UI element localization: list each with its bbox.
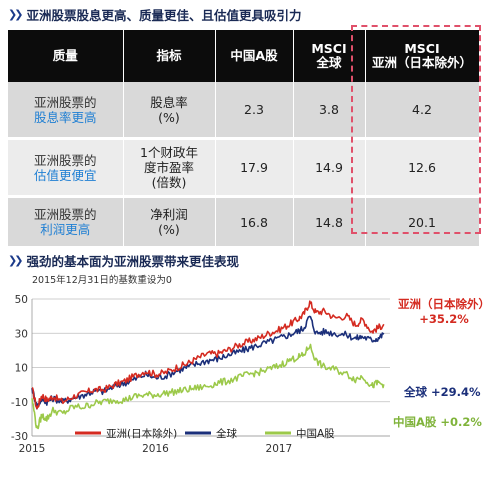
msci-asia-cell: 4.2 — [365, 82, 480, 140]
header-quality: 质量 — [8, 30, 124, 82]
legend-label: 中国A股 — [296, 427, 335, 440]
chart-title-text: 强劲的基本面为亚洲股票带来更佳表现 — [26, 254, 239, 269]
chart-note: 2015年12月31日的基数重设为0 — [32, 275, 172, 286]
china-a-cell: 2.3 — [215, 82, 294, 140]
legend-label: 亚洲(日本除外) — [106, 427, 177, 440]
quality-cell: 亚洲股票的 估值更便宜 — [8, 138, 124, 198]
world-end-label: 全球 +29.4% — [404, 385, 481, 399]
chevron-right-icon: ❯❯ — [8, 8, 24, 21]
comparison-table: 质量 指标 中国A股 MSCI 全球 MSCI 亚洲（日本除外） 亚洲股票的 股息… — [8, 30, 480, 249]
table-row: 亚洲股票的 估值更便宜 1个财政年 度市盈率 (倍数) 17.9 14.9 12.… — [8, 138, 480, 198]
chart-title: ❯❯ 强劲的基本面为亚洲股票带来更佳表现 — [8, 251, 239, 270]
x-tick-label: 2015 — [19, 443, 46, 455]
y-tick-label: -10 — [11, 397, 28, 409]
metric-cell: 净利润 (%) — [123, 196, 216, 249]
y-tick-label: 10 — [15, 363, 28, 375]
series-line-2 — [31, 343, 385, 430]
chevron-right-icon: ❯❯ — [8, 254, 24, 267]
asia-end-label: 亚洲（日本除外） +35.2% — [398, 297, 490, 326]
msci-world-cell: 14.8 — [293, 196, 366, 249]
y-tick-label: -30 — [11, 431, 28, 443]
table-title-text: 亚洲股票股息更高、质量更佳、且估值更具吸引力 — [26, 8, 302, 23]
metric-cell: 股息率 (%) — [123, 82, 216, 140]
header-msci-world: MSCI 全球 — [293, 30, 366, 82]
china-a-cell: 17.9 — [215, 138, 294, 198]
header-china-a: 中国A股 — [215, 30, 294, 82]
y-tick-label: 50 — [15, 294, 28, 306]
msci-asia-cell: 12.6 — [365, 138, 480, 198]
msci-asia-cell: 20.1 — [365, 196, 480, 249]
table-row: 亚洲股票的 股息率更高 股息率 (%) 2.3 3.8 4.2 — [8, 82, 480, 140]
quality-cell: 亚洲股票的 股息率更高 — [8, 82, 124, 140]
header-msci-asia: MSCI 亚洲（日本除外） — [365, 30, 480, 82]
x-tick-label: 2016 — [142, 443, 169, 455]
x-tick-label: 2017 — [266, 443, 293, 455]
msci-world-cell: 3.8 — [293, 82, 366, 140]
china-a-cell: 16.8 — [215, 196, 294, 249]
table-row: 亚洲股票的 利润更高 净利润 (%) 16.8 14.8 20.1 — [8, 196, 480, 249]
legend-label: 全球 — [216, 427, 237, 440]
y-tick-label: 30 — [15, 328, 28, 340]
quality-cell: 亚洲股票的 利润更高 — [8, 196, 124, 249]
metric-cell: 1个财政年 度市盈率 (倍数) — [123, 138, 216, 198]
msci-world-cell: 14.9 — [293, 138, 366, 198]
header-metric: 指标 — [123, 30, 216, 82]
series-line-0 — [31, 300, 385, 410]
series-line-1 — [31, 315, 385, 410]
table-title: ❯❯ 亚洲股票股息更高、质量更佳、且估值更具吸引力 — [8, 5, 301, 24]
china-end-label: 中国A股 +0.2% — [393, 415, 482, 429]
